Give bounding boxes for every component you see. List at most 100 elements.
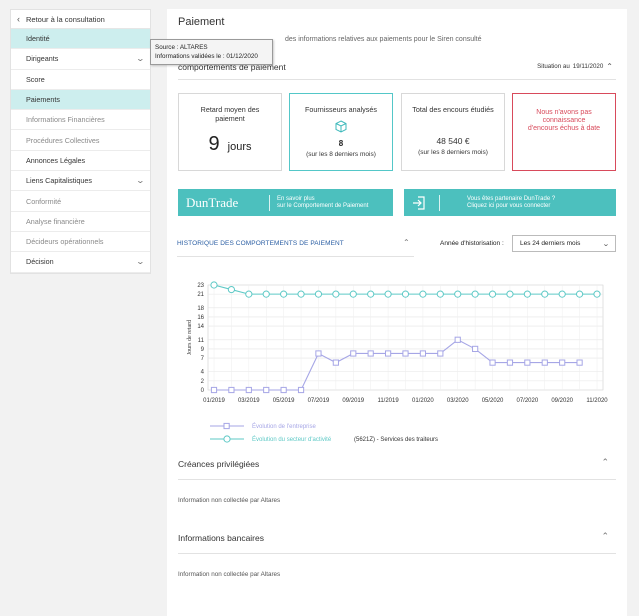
chevron-up-icon: ⌃ [606, 62, 613, 71]
y-tick-label: 2 [201, 379, 205, 385]
data-point-entreprise [576, 359, 583, 366]
y-axis-label: Jours de retard [187, 320, 193, 355]
sidebar-item-label: Paiements [26, 95, 60, 105]
data-point-entreprise [384, 350, 392, 357]
data-point-secteur [262, 290, 270, 298]
legend-marker-entreprise [223, 422, 230, 430]
x-tick-label: 09/2020 [551, 398, 573, 404]
legend-label-entreprise: Évolution de l'entreprise [252, 423, 317, 430]
data-point-entreprise [506, 359, 514, 366]
y-tick-label: 11 [198, 338, 205, 344]
retard-unit: jours [227, 141, 252, 153]
data-point-secteur [454, 290, 462, 298]
card-title: Retard moyen des paiement [200, 105, 260, 123]
fournisseurs-sub: (sur les 8 derniers mois) [306, 151, 376, 158]
sidebar-item-identite[interactable]: Identité [11, 29, 150, 50]
sidebar-item-liens-capitalistiques[interactable]: Liens Capitalistiques ⌄ [11, 171, 150, 192]
annee-label: Année d'historisation : [440, 240, 504, 247]
sidebar-item-procedures-collectives[interactable]: Procédures Collectives [11, 130, 150, 151]
sidebar-item-label: Dirigeants [26, 54, 59, 64]
data-point-secteur [245, 290, 253, 298]
data-point-secteur [349, 290, 357, 298]
banner-line2: Cliquez ici pour vous connecter [467, 202, 551, 209]
chevron-down-icon: ⌄ [602, 240, 610, 248]
sidebar-item-analyse-financiere[interactable]: Analyse financière [11, 212, 150, 232]
tooltip-validated: Informations validées le : 01/12/2020 [155, 53, 258, 60]
sidebar-item-dirigeants[interactable]: Dirigeants ⌄ [11, 49, 150, 70]
duntrade-info-banner[interactable]: DunTrade En savoir plus sur le Comportem… [178, 189, 393, 216]
fournisseurs-value: 8 [338, 139, 344, 148]
data-point-entreprise [367, 350, 374, 357]
data-point-secteur [506, 290, 514, 298]
data-point-entreprise [228, 386, 235, 394]
data-point-secteur [280, 290, 288, 298]
encours-sub: (sur les 8 derniers mois) [418, 149, 488, 156]
sidebar-item-conformite[interactable]: Conformité [11, 191, 150, 212]
sidebar-item-label: Identité [26, 34, 50, 44]
y-tick-label: 9 [201, 347, 205, 353]
creances-title: Créances privilégiées [178, 459, 260, 469]
main-panel: Paiement des informations relatives aux … [167, 9, 627, 616]
series-line-entreprise [214, 339, 580, 391]
situation-date[interactable]: Situation au 19/11/2020 ⌃ [537, 62, 613, 71]
chevron-up-icon[interactable]: ⌃ [601, 531, 609, 541]
retard-value: 9 [208, 133, 220, 155]
chevron-down-icon: ⌄ [135, 54, 146, 64]
y-tick-label: 7 [201, 356, 205, 362]
card-alert-encours: Nous n'avons pas connaissance d'encours … [512, 93, 616, 171]
sidebar-nav: ‹ Retour à la consultation Identité Dirig… [10, 9, 151, 274]
data-point-secteur [488, 290, 497, 298]
chevron-up-icon[interactable]: ⌃ [403, 238, 410, 247]
x-tick-label: 05/2020 [482, 398, 504, 404]
back-link-label: Retour à la consultation [26, 14, 105, 24]
data-point-secteur [332, 290, 340, 298]
data-point-secteur [367, 290, 375, 298]
sidebar-item-informations-financieres[interactable]: Informations Financières [11, 110, 150, 131]
y-tick-label: 4 [201, 370, 205, 376]
situation-value: 19/11/2020 [572, 63, 604, 70]
payment-history-chart: 0 2 4 7 9 11 14 16 18 21 23 01/2019 03/2019 05/2019 07… [187, 281, 608, 443]
sidebar-item-score[interactable]: Score [11, 70, 150, 90]
legend-sector-code: (5621Z) - Services des traiteurs [354, 437, 438, 443]
section-title: comportements de paiement [178, 62, 286, 72]
data-point-entreprise [280, 386, 287, 394]
login-icon [404, 195, 434, 210]
chevron-left-icon: ‹ [17, 14, 20, 24]
data-point-entreprise [472, 345, 479, 353]
divider [269, 194, 270, 211]
data-point-entreprise [541, 359, 548, 366]
card-title: Total des encours étudiés [412, 105, 494, 114]
card-fournisseurs[interactable]: Fournisseurs analysés 8 (sur les 8 derni… [289, 93, 393, 171]
sidebar-item-label: Score [26, 74, 45, 84]
divider [177, 256, 414, 257]
back-to-consultation-link[interactable]: ‹ Retour à la consultation [11, 10, 150, 29]
data-point-secteur [436, 290, 444, 298]
x-tick-label: 09/2019 [342, 398, 364, 404]
data-point-entreprise [524, 359, 531, 366]
data-point-entreprise [332, 359, 339, 366]
y-tick-label: 0 [201, 388, 205, 394]
card-retard-moyen: Retard moyen des paiement 9 jours [178, 93, 282, 171]
duntrade-login-banner[interactable]: Vous êtes partenaire DunTrade ? Cliquez … [404, 189, 616, 216]
x-tick-label: 05/2019 [273, 398, 295, 404]
card-encours: Total des encours étudiés 48 540 € (sur … [401, 93, 505, 171]
divider [178, 479, 616, 480]
sidebar-item-annonces-legales[interactable]: Annonces Légales [11, 151, 150, 172]
chevron-down-icon: ⌄ [135, 257, 146, 267]
data-point-secteur [227, 285, 236, 294]
sidebar-item-decideurs-operationnels[interactable]: Décideurs opérationnels [11, 232, 150, 253]
y-tick-label: 21 [197, 292, 204, 298]
data-point-secteur [523, 290, 531, 298]
data-point-entreprise [559, 359, 566, 366]
x-tick-label: 11/2020 [586, 398, 608, 404]
data-point-secteur [419, 290, 427, 298]
x-tick-label: 07/2019 [308, 398, 330, 404]
sidebar-item-decision[interactable]: Décision ⌄ [11, 252, 150, 273]
annee-select[interactable]: Les 24 derniers mois ⌄ [512, 235, 616, 252]
sidebar-item-label: Annonces Légales [26, 155, 86, 165]
data-point-entreprise [245, 386, 252, 394]
sidebar-item-paiements[interactable]: Paiements [11, 89, 150, 111]
page-title: Paiement [178, 16, 225, 28]
data-point-secteur [593, 290, 601, 298]
chevron-up-icon[interactable]: ⌃ [601, 457, 609, 467]
